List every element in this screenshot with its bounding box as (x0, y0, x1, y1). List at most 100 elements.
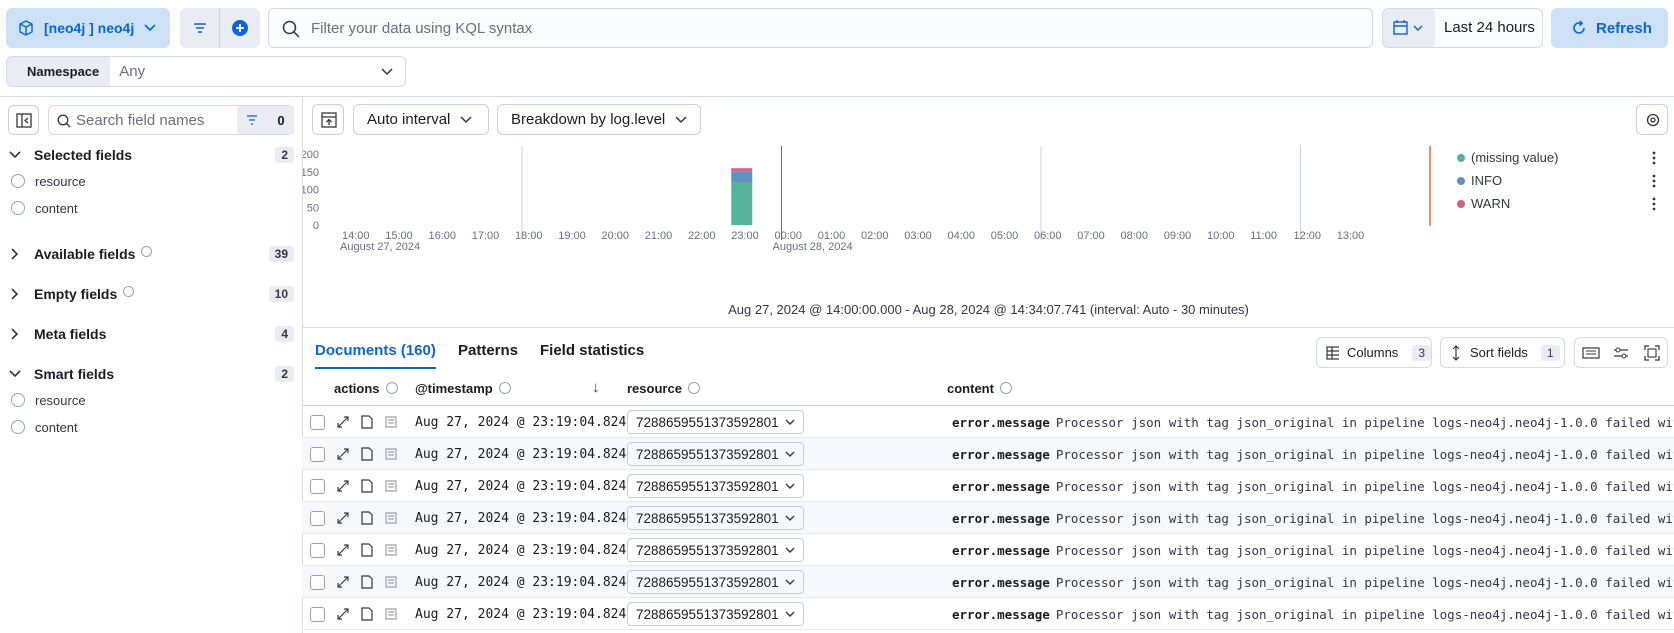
column-header[interactable]: resource (627, 378, 700, 398)
refresh-button[interactable]: Refresh (1551, 8, 1668, 48)
field-item[interactable]: content (11, 197, 78, 219)
table-row: Aug 27, 2024 @ 23:19:04.824 7288659551373… (302, 502, 1674, 534)
field-section-header[interactable]: Empty fields 10 (8, 281, 294, 307)
quick-menu-button[interactable] (1383, 9, 1435, 47)
chevron (11, 288, 19, 300)
row-action[interactable] (360, 575, 374, 589)
resource-badge[interactable]: 7288659551373592801 (627, 442, 804, 466)
legend-label[interactable]: INFO (1471, 173, 1502, 188)
y-tick-label: 100 (303, 185, 319, 197)
tab[interactable]: Patterns (458, 342, 519, 359)
density-button[interactable] (1613, 346, 1629, 360)
row-action[interactable] (360, 447, 374, 461)
row-action[interactable] (384, 511, 398, 525)
interval-select[interactable]: Auto interval (353, 104, 489, 135)
row-action[interactable] (360, 511, 374, 525)
collapse-sidebar-button[interactable] (8, 105, 39, 135)
row-action[interactable] (336, 543, 350, 557)
row-checkbox[interactable] (310, 478, 325, 494)
chevron (11, 328, 19, 340)
keyboard-button[interactable] (1582, 347, 1600, 359)
filter-menu-button[interactable] (193, 22, 207, 34)
row-action[interactable] (336, 575, 350, 589)
breakdown-select[interactable]: Breakdown by log.level (497, 104, 701, 135)
sort-button[interactable]: Sort fields 1 (1440, 337, 1565, 368)
row-action[interactable] (384, 575, 398, 589)
resource-value: 7288659551373592801 (636, 446, 779, 462)
tab[interactable]: Field statistics (540, 342, 645, 359)
columns-button[interactable]: Columns 3 (1316, 337, 1432, 368)
row-action[interactable] (360, 543, 374, 557)
row-checkbox[interactable] (310, 606, 325, 622)
row-action[interactable] (384, 479, 398, 493)
actions-cell (336, 438, 398, 470)
x-tick-label: 17:00 (472, 230, 500, 242)
row-action[interactable] (336, 511, 350, 525)
resource-cell: 7288659551373592801 (627, 566, 804, 598)
x-tick-label: 13:00 (1337, 230, 1365, 242)
fullscreen-button[interactable] (1644, 345, 1660, 361)
row-action[interactable] (336, 447, 350, 461)
row-action[interactable] (336, 607, 350, 621)
row-action[interactable] (384, 607, 398, 621)
timestamp: Aug 27, 2024 @ 23:19:04.824 (415, 574, 627, 590)
resource-badge[interactable]: 7288659551373592801 (627, 506, 804, 530)
resource-badge[interactable]: 7288659551373592801 (627, 570, 804, 594)
action-icon (361, 415, 373, 429)
field-section-header[interactable]: Selected fields 2 (8, 142, 294, 168)
search-icon (282, 20, 300, 38)
timestamp: Aug 27, 2024 @ 23:19:04.824 (415, 542, 627, 558)
resource-badge[interactable]: 7288659551373592801 (627, 410, 804, 434)
chevron (144, 24, 156, 32)
field-item[interactable]: content (11, 416, 78, 438)
info-icon (999, 382, 1012, 394)
table-row: Aug 27, 2024 @ 23:19:04.824 7288659551373… (302, 470, 1674, 502)
row-action[interactable] (336, 479, 350, 493)
date-picker[interactable]: Last 24 hours (1382, 8, 1543, 48)
row-checkbox[interactable] (310, 574, 325, 590)
chevron (9, 370, 21, 378)
toggle-chart-button[interactable] (312, 104, 344, 135)
row-action[interactable] (384, 447, 398, 461)
field-item[interactable]: resource (11, 389, 86, 411)
chevron-path (785, 579, 795, 585)
column-header[interactable]: content (947, 378, 1012, 398)
resource-badge[interactable]: 7288659551373592801 (627, 602, 804, 626)
row-action[interactable] (384, 415, 398, 429)
row-checkbox[interactable] (310, 414, 325, 430)
namespace-control[interactable]: Namespace Any (6, 56, 406, 87)
legend-label[interactable]: WARN (1471, 196, 1510, 211)
data-view-picker[interactable]: [neo4j ] neo4j (6, 8, 170, 48)
column-header[interactable]: @timestamp (415, 378, 511, 398)
row-checkbox[interactable] (310, 510, 325, 526)
field-search[interactable]: Search field names 0 (48, 105, 294, 135)
row-action[interactable] (360, 415, 374, 429)
query-bar[interactable]: Filter your data using KQL syntax (268, 8, 1373, 48)
row-checkbox[interactable] (310, 446, 325, 462)
field-section-header[interactable]: Meta fields 4 (8, 321, 294, 347)
field-filter-button[interactable]: 0 (237, 106, 294, 134)
resource-badge[interactable]: 7288659551373592801 (627, 538, 804, 562)
column-header[interactable]: actions (334, 378, 398, 398)
resource-badge[interactable]: 7288659551373592801 (627, 474, 804, 498)
add-filter-button[interactable] (231, 19, 249, 37)
row-action[interactable] (360, 479, 374, 493)
tab[interactable]: Documents (160) (315, 342, 436, 369)
row-checkbox[interactable] (310, 542, 325, 558)
chevron-path (785, 451, 795, 457)
actions-cell (336, 406, 398, 438)
row-action[interactable] (384, 543, 398, 557)
row-action[interactable] (360, 607, 374, 621)
field-section-header[interactable]: Smart fields 2 (8, 361, 294, 387)
chart-options-button[interactable] (1636, 104, 1668, 135)
legend-label[interactable]: (missing value) (1471, 150, 1558, 165)
field-section-header[interactable]: Available fields 39 (8, 241, 294, 267)
breakdown-label: Breakdown by log.level (511, 111, 666, 128)
row-action[interactable] (336, 415, 350, 429)
chevron (785, 419, 795, 425)
content-value: Processor json with tag json_original in… (1055, 414, 1674, 430)
legend-swatch (1457, 177, 1465, 185)
x-tick-label: 15:00 (385, 230, 413, 242)
field-item[interactable]: resource (11, 170, 86, 192)
action-icon (337, 448, 349, 460)
